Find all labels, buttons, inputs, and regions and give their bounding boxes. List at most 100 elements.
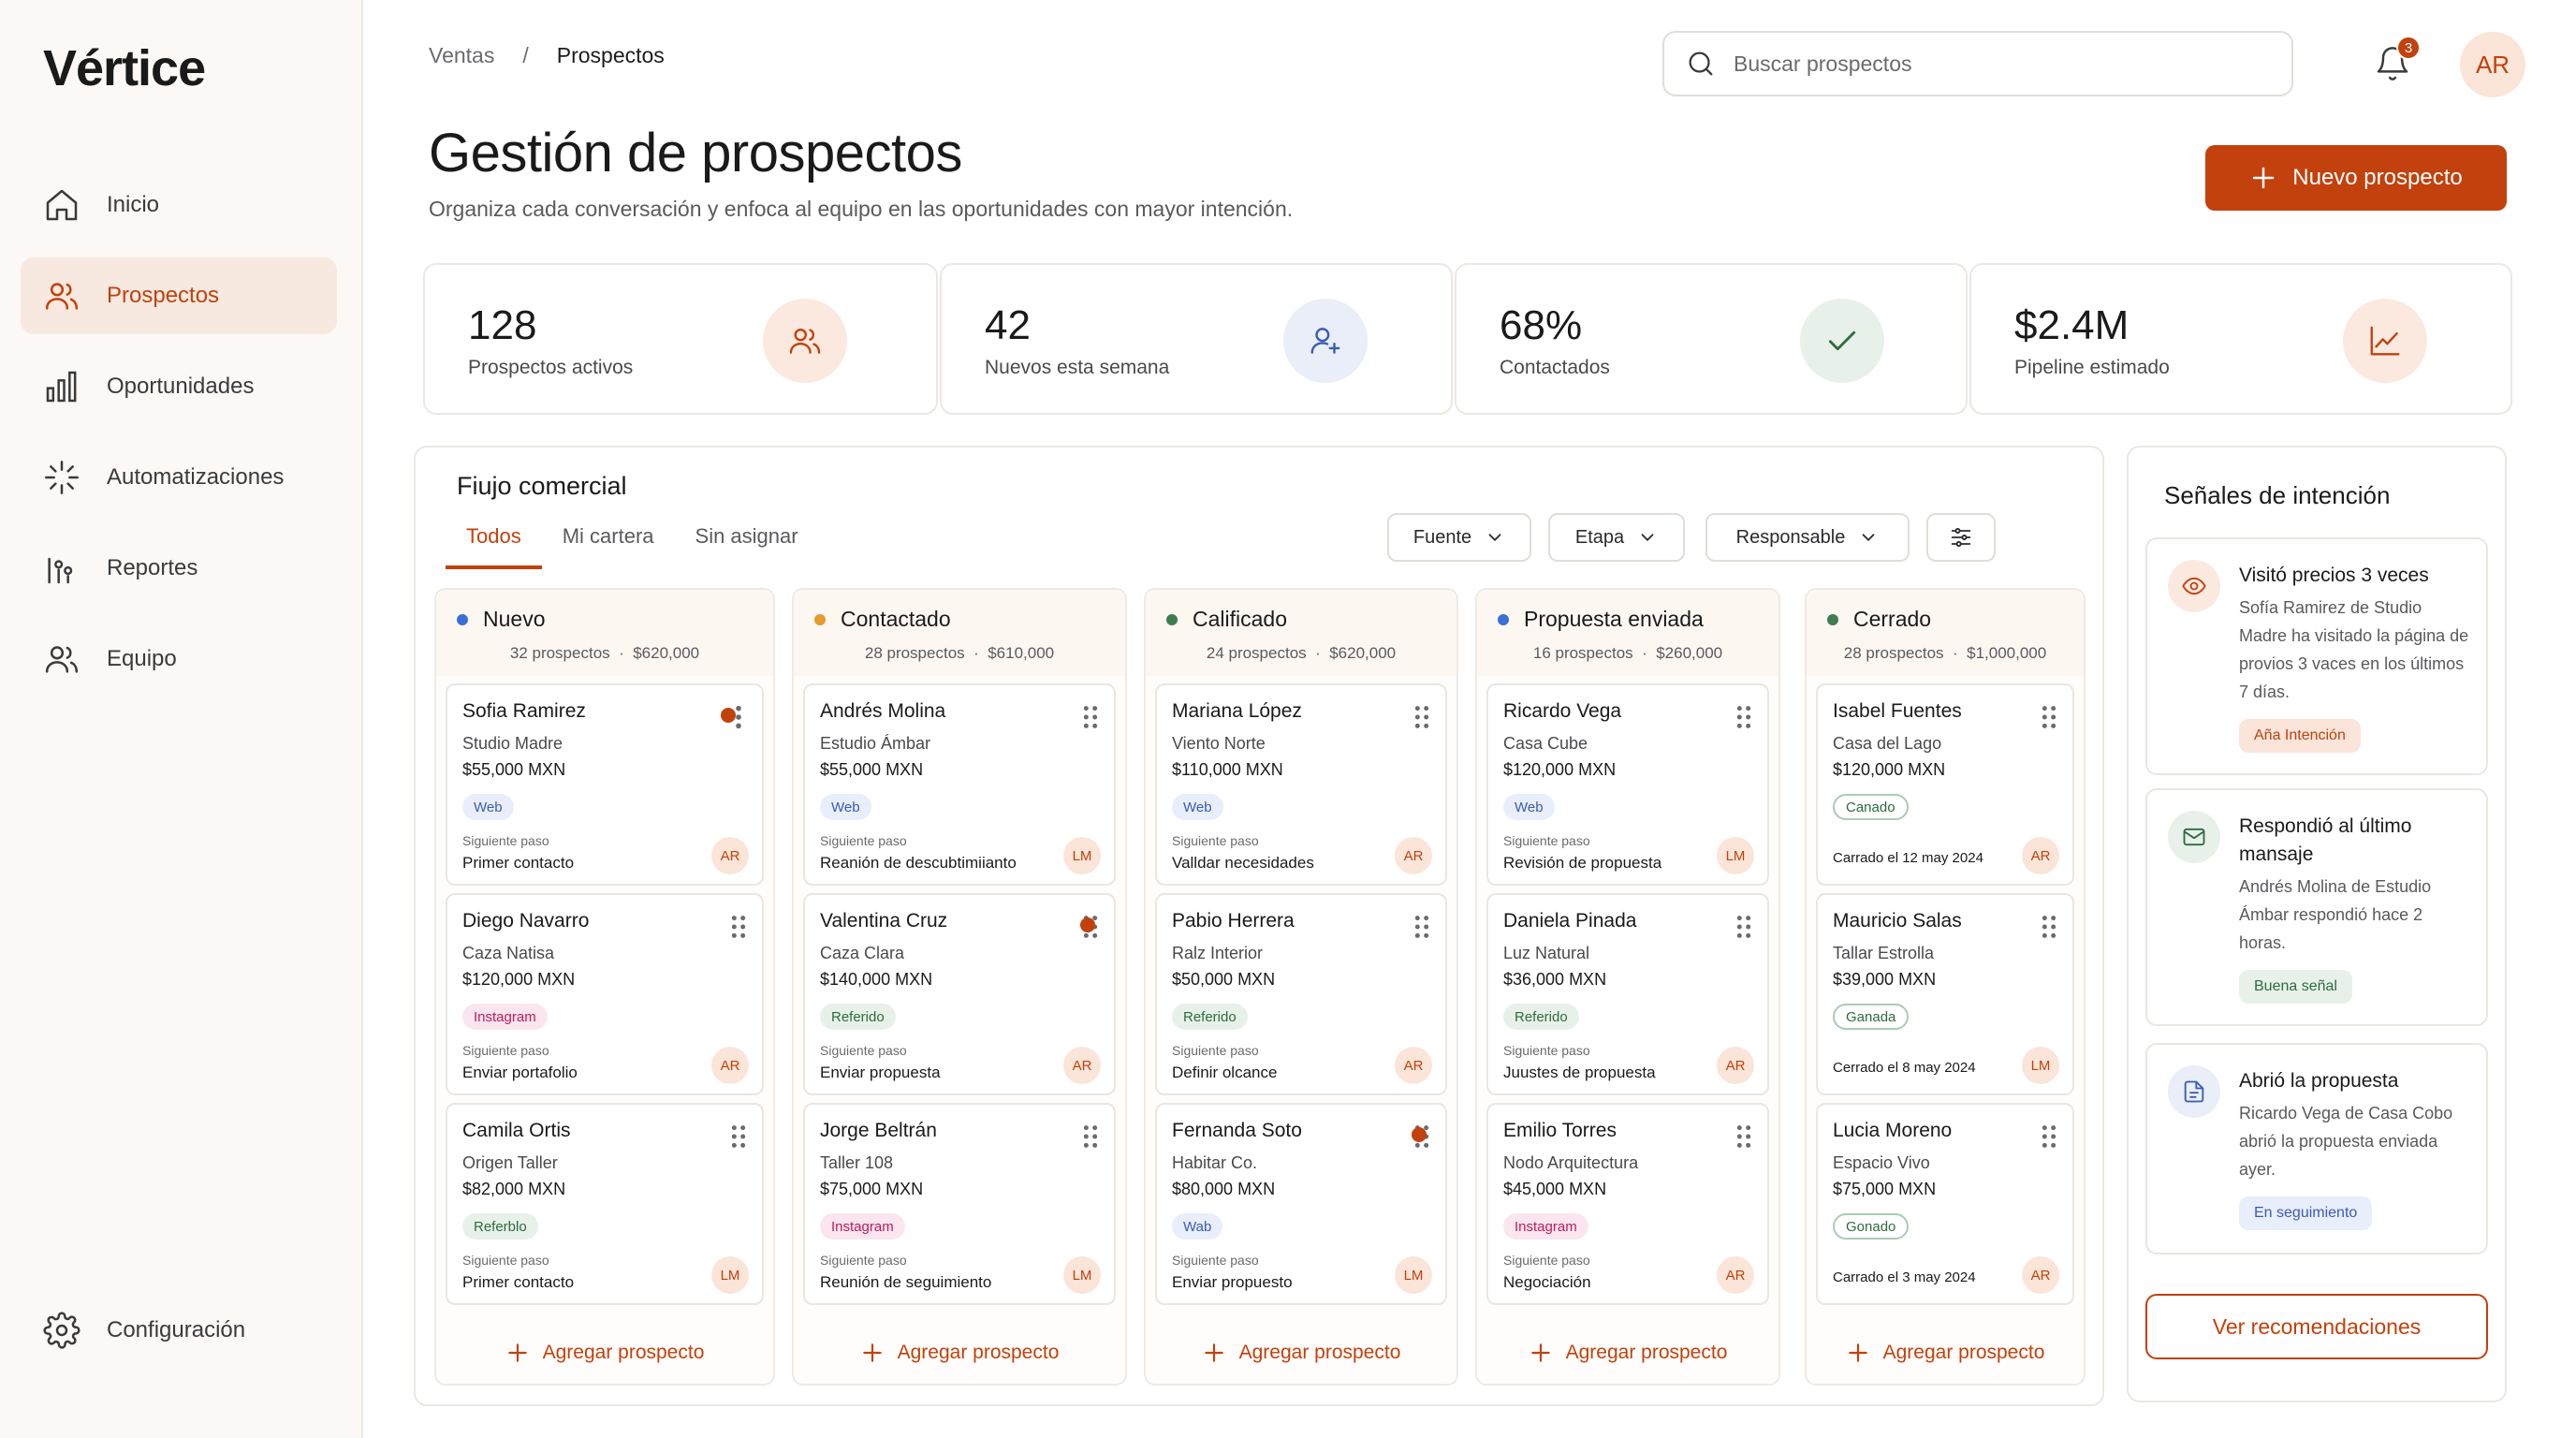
- tab-mi-cartera[interactable]: Mi cartera: [562, 524, 654, 548]
- prospect-card[interactable]: Camila Ortis Origen Taller $82,000 MXN Refe…: [446, 1103, 764, 1305]
- prospect-card[interactable]: Andrés Molina Estudio Ámbar $55,000 MXN Web…: [803, 683, 1116, 886]
- sidebar-item-prospectos[interactable]: Prospectos: [21, 257, 337, 334]
- add-prospect-button[interactable]: Agregar prospecto: [1807, 1341, 2084, 1365]
- mail-icon: [2181, 824, 2207, 850]
- breadcrumb-current: Prospectos: [556, 43, 665, 67]
- filter-fuente[interactable]: Fuente: [1387, 513, 1531, 562]
- user-avatar[interactable]: AR: [2460, 32, 2525, 97]
- search-box[interactable]: [1662, 31, 2293, 96]
- flow-title: Fiujo comercial: [457, 472, 627, 500]
- signal-card[interactable]: Abrió la propuesta Ricardo Vega de Casa C…: [2145, 1043, 2488, 1255]
- column-count: 32 prospectos: [509, 644, 610, 662]
- drag-icon[interactable]: [1734, 704, 1754, 730]
- source-tag: Web: [462, 794, 514, 820]
- home-icon: [43, 186, 80, 224]
- prospect-card[interactable]: Isabel Fuentes Casa del Lago $120,000 MXN C…: [1816, 683, 2074, 886]
- sidebar-item-reportes[interactable]: Reportes: [21, 530, 337, 607]
- add-prospect-button[interactable]: Agregar prospecto: [794, 1341, 1125, 1365]
- sidebar-item-configuracion[interactable]: Configuración: [43, 1312, 245, 1349]
- column-title: Calificado: [1166, 607, 1287, 632]
- prospect-card[interactable]: Emilio Torres Nodo Arquitectura $45,000 MX…: [1486, 1103, 1769, 1305]
- drag-icon[interactable]: [1080, 1123, 1101, 1150]
- column-summary-separator: ·: [1306, 644, 1330, 662]
- source-tag: Canado: [1833, 794, 1909, 820]
- prospect-card[interactable]: Lucia Moreno Espacio Vivo $75,000 MXN Gonad…: [1816, 1103, 2074, 1305]
- prospect-company: Tallar Estrolla: [1833, 944, 1935, 962]
- signal-card[interactable]: Visitó precios 3 veces Sofía Ramirez de S…: [2145, 537, 2488, 775]
- add-prospect-button[interactable]: Agregar prospecto: [436, 1341, 773, 1365]
- search-input[interactable]: [1734, 51, 2258, 77]
- breadcrumb: Ventas / Prospectos: [429, 43, 665, 68]
- sidebar-nav: Inicio Prospectos Oportunidades Automatizac…: [21, 167, 337, 712]
- add-prospect-label: Agregar prospecto: [1882, 1342, 2045, 1363]
- drag-icon[interactable]: [2039, 704, 2059, 730]
- eye-icon: [2181, 573, 2207, 599]
- source-tag: Web: [1172, 794, 1223, 820]
- source-tag: Referblo: [462, 1213, 538, 1240]
- prospect-card[interactable]: Mariana López Viento Norte $110,000 MXN Web…: [1155, 683, 1447, 886]
- drag-icon[interactable]: [1734, 914, 1754, 940]
- chevron-down-icon: [1485, 527, 1505, 548]
- column-title-label: Nuevo: [483, 607, 546, 631]
- source-tag: Referido: [820, 1004, 896, 1030]
- signal-card[interactable]: Respondió al último mansaje Andrés Molina…: [2145, 788, 2488, 1026]
- sidebar-item-automatizaciones[interactable]: Automatizaciones: [21, 439, 337, 516]
- drag-icon[interactable]: [728, 1123, 749, 1150]
- signal-icon-badge: [2168, 560, 2220, 612]
- prospect-card[interactable]: Mauricio Salas Tallar Estrolla $39,000 MXN…: [1816, 893, 2074, 1095]
- app-logo[interactable]: Vértice: [43, 40, 206, 96]
- bell-icon[interactable]: [2374, 43, 2411, 84]
- drag-icon[interactable]: [1412, 914, 1432, 940]
- prospect-card[interactable]: Ricardo Vega Casa Cube $120,000 MXN Web Sigu…: [1486, 683, 1769, 886]
- prospect-name: Mauricio Salas: [1833, 910, 1962, 932]
- filter-etapa[interactable]: Etapa: [1548, 513, 1685, 562]
- users-icon: [787, 323, 823, 359]
- filter-settings-button[interactable]: [1926, 513, 1996, 562]
- column-title: Cerrado: [1827, 607, 1931, 632]
- drag-icon[interactable]: [2039, 914, 2059, 940]
- add-prospect-label: Agregar prospecto: [542, 1342, 705, 1363]
- drag-icon[interactable]: [2039, 1123, 2059, 1150]
- prospect-amount: $36,000 MXN: [1503, 970, 1607, 989]
- owner-avatar: LM: [1395, 1256, 1432, 1294]
- next-step-label: Siguiente paso: [1503, 833, 1590, 848]
- add-prospect-button[interactable]: Agregar prospecto: [1146, 1341, 1456, 1365]
- filter-responsable[interactable]: Responsable: [1705, 513, 1910, 562]
- new-prospect-button[interactable]: Nuevo prospecto: [2205, 145, 2507, 211]
- owner-avatar: LM: [1717, 837, 1754, 874]
- prospect-card[interactable]: Daniela Pinada Luz Natural $36,000 MXN Refe…: [1486, 893, 1769, 1095]
- sidebar-item-label: Oportunidades: [107, 374, 255, 399]
- column-amount: $620,000: [633, 644, 700, 662]
- prospect-company: Estudio Ámbar: [820, 734, 931, 753]
- column-title: Contactado: [814, 607, 951, 632]
- drag-icon[interactable]: [1412, 704, 1432, 730]
- drag-icon[interactable]: [728, 914, 749, 940]
- prospect-card[interactable]: Valentina Cruz Caza Clara $140,000 MXN Refe…: [803, 893, 1116, 1095]
- tab-todos[interactable]: Todos: [446, 521, 542, 569]
- sidebar-item-inicio[interactable]: Inicio: [21, 167, 337, 243]
- prospect-name: Jorge Beltrán: [820, 1120, 937, 1141]
- prospect-card[interactable]: Fernanda Soto Habitar Co. $80,000 MXN Wab Si…: [1155, 1103, 1447, 1305]
- kebab-icon[interactable]: [728, 704, 749, 730]
- sidebar-item-equipo[interactable]: Equipo: [21, 621, 337, 697]
- stat-icon-badge: [1800, 299, 1884, 383]
- column-title-label: Contactado: [841, 607, 951, 631]
- status-dot: [814, 613, 826, 625]
- prospect-company: Casa Cube: [1503, 734, 1588, 753]
- source-tag: Instagram: [1503, 1213, 1588, 1240]
- priority-dot: [721, 708, 736, 723]
- prospect-card[interactable]: Pabio Herrera Ralz Interior $50,000 MXN Ref…: [1155, 893, 1447, 1095]
- drag-icon[interactable]: [1734, 1123, 1754, 1150]
- breadcrumb-ventas[interactable]: Ventas: [429, 43, 495, 67]
- column-amount: $1,000,000: [1967, 644, 2047, 662]
- drag-icon[interactable]: [1080, 704, 1101, 730]
- view-recommendations-button[interactable]: Ver recomendaciones: [2145, 1294, 2488, 1359]
- prospect-card[interactable]: Sofia Ramirez Studio Madre $55,000 MXN Web S…: [446, 683, 764, 886]
- tab-sin-asignar[interactable]: Sin asignar: [695, 524, 798, 548]
- column-title-label: Propuesta enviada: [1524, 607, 1704, 631]
- add-prospect-button[interactable]: Agregar prospecto: [1477, 1341, 1778, 1365]
- prospect-card[interactable]: Diego Navarro Caza Natisa $120,000 MXN Inst…: [446, 893, 764, 1095]
- prospect-company: Habitar Co.: [1172, 1153, 1258, 1172]
- prospect-card[interactable]: Jorge Beltrán Taller 108 $75,000 MXN Instag…: [803, 1103, 1116, 1305]
- sidebar-item-oportunidades[interactable]: Oportunidades: [21, 348, 337, 425]
